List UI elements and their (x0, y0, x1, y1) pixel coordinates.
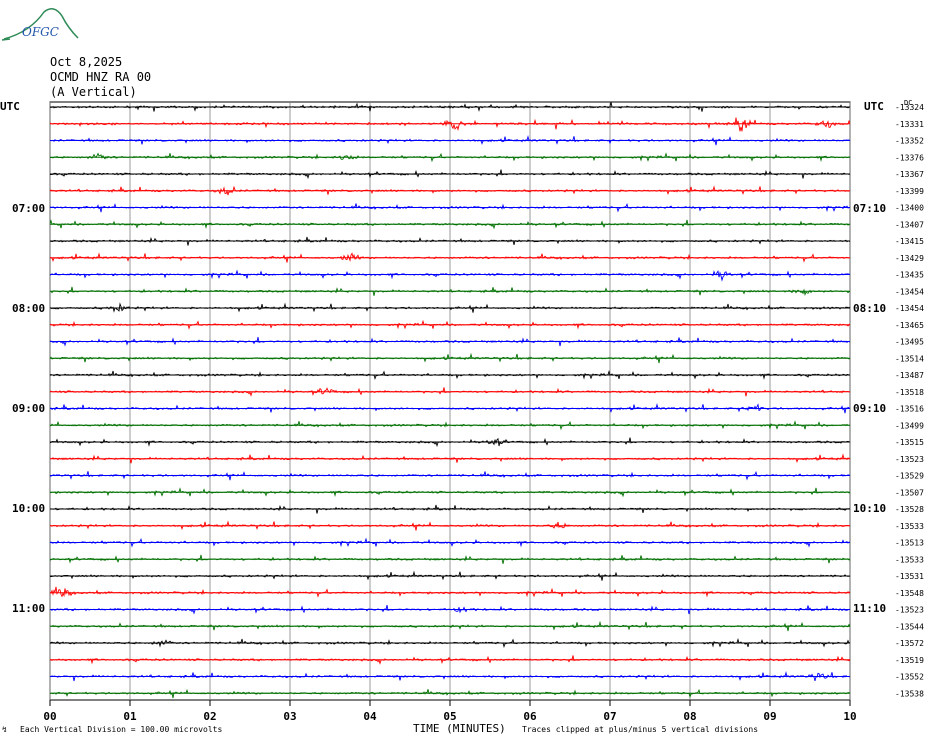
right-hour-label: 07:10 (853, 202, 887, 215)
dc-offset-label: -13352 (895, 137, 924, 146)
logo-text: OFGC (22, 25, 59, 39)
dc-offset-label: -13487 (895, 371, 924, 380)
dc-offset-label: -13454 (895, 304, 924, 313)
dc-offset-label: -13454 (895, 287, 924, 296)
dc-offset-label: -13367 (895, 170, 924, 179)
dc-offset-label: -13538 (895, 689, 924, 698)
dc-offset-label: -13519 (895, 656, 924, 665)
left-hour-label: 07:00 (12, 202, 46, 215)
chart-date: Oct 8,2025 (50, 55, 123, 69)
dc-offset-label: -13572 (895, 639, 924, 648)
dc-offset-label: -13515 (895, 438, 924, 447)
dc-offset-label: -13533 (895, 522, 924, 531)
dc-offset-label: -13523 (895, 455, 924, 464)
x-tick-label: 05 (443, 710, 456, 723)
left-hour-label: 11:00 (12, 602, 46, 615)
dc-offset-label: -13518 (895, 388, 924, 397)
dc-offset-label: -13407 (895, 220, 924, 229)
footer-scale-note: Each Vertical Division = 100.00 microvol… (20, 725, 223, 734)
left-axis-unit: UTC (0, 100, 20, 113)
dc-offset-label: -13516 (895, 405, 924, 414)
dc-offset-label: -13429 (895, 254, 924, 263)
dc-offset-label: -13465 (895, 321, 924, 330)
x-tick-label: 01 (123, 710, 137, 723)
x-tick-label: 02 (203, 710, 216, 723)
dc-offset-label: -13552 (895, 673, 924, 682)
chart-station: OCMD HNZ RA 00 (50, 70, 152, 84)
dc-offset-label: -13435 (895, 271, 924, 280)
footer-clip-note: Traces clipped at plus/minus 5 vertical … (522, 725, 759, 734)
x-tick-label: 06 (523, 710, 537, 723)
dc-offset-label: -13507 (895, 488, 924, 497)
dc-offset-label: -13499 (895, 421, 924, 430)
dc-offset-label: -13495 (895, 338, 924, 347)
x-tick-label: 07 (603, 710, 616, 723)
right-hour-label: 09:10 (853, 402, 887, 415)
dc-offset-label: -13523 (895, 606, 924, 615)
dc-offset-label: -13324 (895, 103, 924, 112)
dc-offset-label: -13513 (895, 539, 924, 548)
dc-offset-label: -13514 (895, 354, 924, 363)
right-hour-label: 10:10 (853, 502, 887, 515)
dc-offset-label: -13548 (895, 589, 924, 598)
x-axis-title: TIME (MINUTES) (413, 722, 506, 735)
right-hour-label: 08:10 (853, 302, 887, 315)
logo: OFGC (0, 2, 80, 46)
dc-offset-label: -13533 (895, 555, 924, 564)
x-tick-label: 04 (363, 710, 377, 723)
dc-marker: DC (904, 99, 912, 107)
footer-scale-icon: ↯ (2, 725, 7, 734)
x-tick-label: 09 (763, 710, 776, 723)
chart-component: (A Vertical) (50, 85, 137, 99)
x-tick-label: 10 (843, 710, 856, 723)
dc-offset-label: -13531 (895, 572, 924, 581)
dc-offset-label: -13529 (895, 472, 924, 481)
dc-offset-label: -13399 (895, 187, 924, 196)
x-tick-label: 03 (283, 710, 296, 723)
dc-offset-label: -13400 (895, 204, 924, 213)
dc-offset-label: -13528 (895, 505, 924, 514)
seismic-trace (49, 437, 851, 448)
dc-offset-label: -13544 (895, 622, 924, 631)
logo-mountain-icon (1, 8, 79, 41)
dc-offset-label: -13331 (895, 120, 924, 129)
right-axis-unit: UTC (864, 100, 884, 113)
left-hour-label: 10:00 (12, 502, 46, 515)
dc-offset-label: -13376 (895, 153, 924, 162)
x-tick-label: 08 (683, 710, 696, 723)
left-hour-label: 08:00 (12, 302, 46, 315)
right-hour-label: 11:10 (853, 602, 887, 615)
x-tick-label: 00 (43, 710, 56, 723)
dc-offset-label: -13415 (895, 237, 924, 246)
left-hour-label: 09:00 (12, 402, 46, 415)
